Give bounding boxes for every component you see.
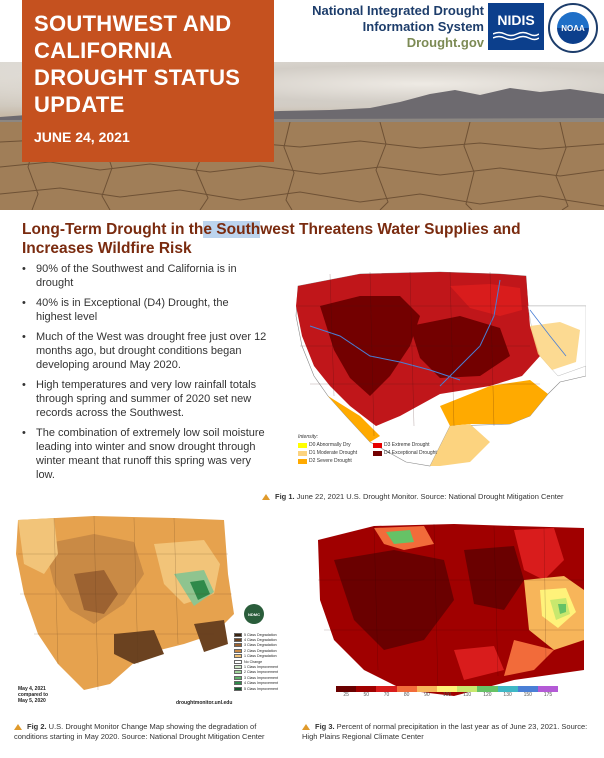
org-name-line2: Information System [362, 19, 484, 34]
legend-item: D3 Extreme Drought [373, 442, 448, 448]
report-date: JUNE 24, 2021 [34, 129, 130, 145]
legend-item: D0 Abnormally Dry [298, 442, 373, 448]
legend-item: No Change [234, 659, 280, 664]
legend-item: 1 Class Improvement [234, 664, 280, 670]
fig3-caption: Fig 3. Percent of normal precipitation i… [302, 722, 588, 741]
legend-item: 4 Class Improvement [234, 681, 280, 686]
change-legend: 5 Class Degradation 4 Class Degradation … [234, 632, 280, 691]
banner-photo [0, 62, 604, 210]
fig2-source-url: droughtmonitor.unl.edu [176, 700, 233, 706]
precip-scale-labels: 25 50 70 80 90 100 110 120 130 150 175 [343, 692, 553, 698]
noaa-logo-text: NOAA [561, 23, 585, 33]
legend-item: 2 Class Degradation [234, 648, 280, 653]
scale-swatch [376, 686, 397, 692]
legend-item: 5 Class Degradation [234, 632, 280, 637]
org-website-link[interactable]: Drought.gov [406, 35, 484, 50]
scale-swatch [537, 686, 559, 692]
nidis-logo-text: NIDIS [497, 12, 535, 28]
headline-highlight: e South [203, 221, 261, 238]
header: SOUTHWEST AND CALIFORNIA DROUGHT STATUS … [0, 0, 604, 210]
legend-item: 5 Class Improvement [234, 686, 280, 691]
scale-swatch [396, 686, 417, 692]
headline-part2: west Threatens Water Supplies and Increa… [22, 221, 521, 257]
noaa-logo: NOAA [548, 3, 598, 53]
scale-swatch [436, 686, 458, 692]
key-point: High temperatures and very low rainfall … [22, 378, 267, 420]
scale-swatch [356, 686, 377, 692]
org-block: National Integrated Drought Information … [312, 3, 484, 51]
headline: Long-Term Drought in the Southwest Threa… [22, 220, 582, 258]
scale-swatch [517, 686, 538, 692]
ndmc-badge: NDMC [244, 604, 264, 624]
scale-swatch [457, 686, 478, 692]
scale-swatch [497, 686, 518, 692]
headline-part1: Long-Term Drought in th [22, 221, 204, 238]
drought-intensity-legend: Intensity: D0 Abnormally Dry D3 Extreme … [298, 434, 448, 464]
precipitation-map [314, 520, 584, 696]
legend-item: 3 Class Improvement [234, 675, 280, 680]
title-box: SOUTHWEST AND CALIFORNIA DROUGHT STATUS … [22, 0, 274, 162]
fig2-date-range: May 4, 2021 compared to May 5, 2020 [18, 686, 49, 704]
legend-item: 1 Class Degradation [234, 654, 280, 659]
scale-swatch [336, 686, 357, 692]
scale-swatch [477, 686, 498, 692]
triangle-icon [262, 494, 270, 500]
legend-item: D1 Moderate Drought [298, 450, 373, 456]
key-point: 90% of the Southwest and California is i… [22, 262, 267, 290]
legend-item: D2 Severe Drought [298, 458, 373, 464]
legend-item: 4 Class Degradation [234, 637, 280, 643]
triangle-icon [302, 724, 310, 730]
key-point: Much of the West was drought free just o… [22, 330, 267, 372]
drought-monitor-map [290, 266, 586, 488]
precip-color-scale [336, 686, 559, 692]
nidis-logo: NIDIS [488, 3, 544, 50]
wave-icon [493, 31, 539, 41]
legend-item: 2 Class Improvement [234, 670, 280, 675]
drought-change-map [14, 514, 276, 714]
org-name-line1: National Integrated Drought [312, 3, 484, 18]
scale-swatch [416, 686, 437, 692]
legend-item: 3 Class Degradation [234, 643, 280, 648]
fig2-caption: Fig 2. U.S. Drought Monitor Change Map s… [14, 722, 265, 741]
key-points-list: 90% of the Southwest and California is i… [22, 262, 267, 488]
page-title: SOUTHWEST AND CALIFORNIA DROUGHT STATUS … [34, 11, 241, 117]
triangle-icon [14, 724, 22, 730]
key-point: 40% is in Exceptional (D4) Drought, the … [22, 296, 267, 324]
key-point: The combination of extremely low soil mo… [22, 426, 267, 482]
legend-item: D4 Exceptional Drought [373, 450, 448, 456]
legend-title: Intensity: [298, 434, 319, 440]
fig1-caption: Fig 1. June 22, 2021 U.S. Drought Monito… [262, 492, 592, 502]
